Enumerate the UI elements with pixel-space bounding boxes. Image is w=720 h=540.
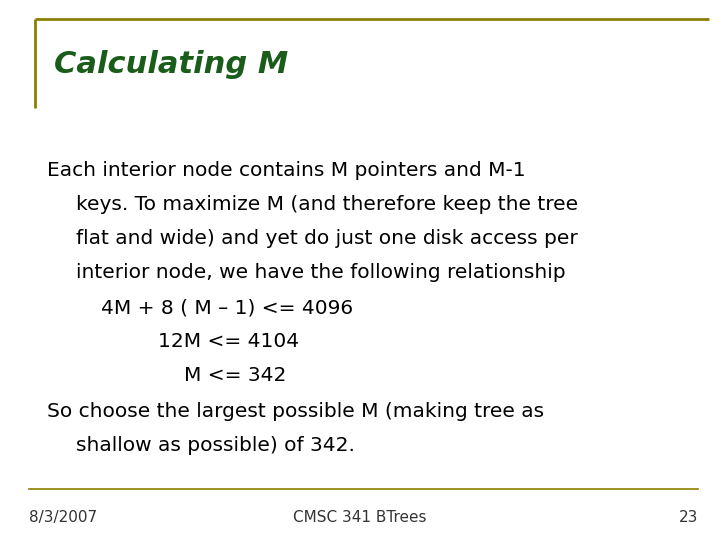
Text: M <= 342: M <= 342 [184, 366, 286, 386]
Text: Each interior node contains M pointers and M-1: Each interior node contains M pointers a… [47, 160, 526, 180]
Text: interior node, we have the following relationship: interior node, we have the following rel… [76, 262, 565, 282]
Text: 12M <= 4104: 12M <= 4104 [158, 332, 300, 352]
Text: CMSC 341 BTrees: CMSC 341 BTrees [293, 510, 427, 525]
Text: keys. To maximize M (and therefore keep the tree: keys. To maximize M (and therefore keep … [76, 194, 577, 214]
Text: flat and wide) and yet do just one disk access per: flat and wide) and yet do just one disk … [76, 228, 577, 248]
Text: 8/3/2007: 8/3/2007 [29, 510, 97, 525]
Text: 23: 23 [679, 510, 698, 525]
Text: Calculating M: Calculating M [54, 50, 288, 79]
Text: 4M + 8 ( M – 1) <= 4096: 4M + 8 ( M – 1) <= 4096 [101, 298, 353, 318]
Text: shallow as possible) of 342.: shallow as possible) of 342. [76, 436, 354, 455]
Text: So choose the largest possible M (making tree as: So choose the largest possible M (making… [47, 402, 544, 421]
